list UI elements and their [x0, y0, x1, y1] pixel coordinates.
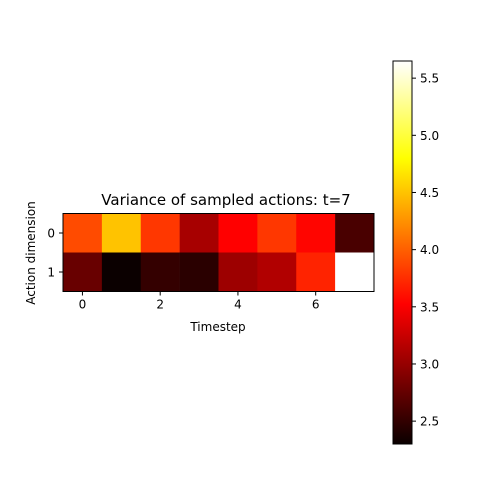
y-axis-ticks: 01	[47, 227, 63, 280]
heatmap-cell	[179, 252, 219, 292]
x-tick-label: 6	[312, 298, 320, 312]
y-tick-label: 1	[47, 266, 55, 280]
heatmap-cell	[296, 213, 336, 253]
y-axis-label: Action dimension	[24, 201, 38, 305]
x-tick-label: 2	[156, 298, 164, 312]
colorbar-tick-label: 2.5	[420, 415, 439, 429]
heatmap-cell	[218, 213, 258, 253]
x-axis-ticks: 0 2 4 6	[79, 291, 320, 312]
chart-title: Variance of sampled actions: t=7	[101, 191, 350, 209]
heatmap-cell	[335, 252, 375, 292]
colorbar-tick-label: 4.5	[420, 186, 439, 200]
heatmap-cell	[140, 252, 180, 292]
heatmap-cell	[140, 213, 180, 253]
heatmap-cell	[101, 252, 142, 292]
colorbar-ticks: 2.5 3.0 3.5 4.0 4.5 5.0 5.5	[412, 72, 439, 429]
x-tick-label: 4	[234, 298, 242, 312]
heatmap-cells	[63, 213, 375, 292]
heatmap-cell	[296, 252, 336, 292]
heatmap-cell	[335, 213, 375, 253]
heatmap-cell	[257, 252, 297, 292]
colorbar	[392, 60, 413, 445]
colorbar-tick-label: 3.5	[420, 300, 439, 314]
plot-frame	[62, 213, 375, 292]
x-tick-label: 0	[79, 298, 87, 312]
heatmap-cell	[101, 213, 142, 253]
heatmap-cell	[257, 213, 297, 253]
x-axis-label: Timestep	[189, 320, 245, 334]
heatmap-cell	[218, 252, 258, 292]
y-tick-label: 0	[47, 227, 55, 241]
colorbar-tick-label: 5.0	[420, 129, 439, 143]
colorbar-tick-label: 3.0	[420, 357, 439, 371]
heatmap-cell	[179, 213, 219, 253]
heatmap-cell	[63, 252, 103, 292]
colorbar-tick-label: 4.0	[420, 243, 439, 257]
colorbar-tick-label: 5.5	[420, 72, 439, 86]
heatmap-cell	[63, 213, 103, 253]
